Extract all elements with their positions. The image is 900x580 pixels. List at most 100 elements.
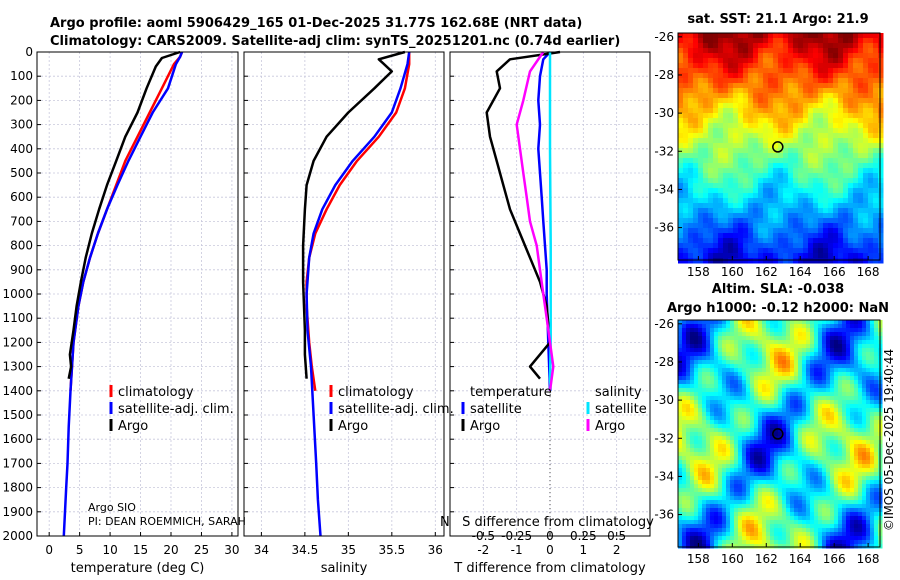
sla-map-cell	[850, 320, 855, 325]
sla-map-cell	[802, 324, 807, 329]
sla-map-cell	[826, 396, 831, 401]
sla-map-cell	[810, 532, 815, 537]
sla-map-cell	[758, 368, 763, 373]
sla-map-cell	[858, 484, 863, 489]
sst-map-cell	[748, 193, 754, 199]
sla-map-cell	[782, 452, 787, 457]
sst-map-cell	[858, 228, 864, 234]
depth-tick-label: 1600	[2, 432, 33, 446]
sla-map-cell	[826, 388, 831, 393]
sla-map-cell	[774, 508, 779, 513]
sst-map-cell	[768, 163, 774, 169]
sla-map-cell	[746, 472, 751, 477]
sla-map-cell	[754, 344, 759, 349]
sla-map-cell	[762, 476, 767, 481]
sla-map-cell	[694, 508, 699, 513]
sst-map-cell	[758, 38, 764, 44]
sst-map-cell	[718, 128, 724, 134]
sla-map-cell	[686, 484, 691, 489]
sla-map-cell	[686, 380, 691, 385]
sst-map-cell	[723, 128, 729, 134]
sst-map-cell	[773, 118, 779, 124]
sla-map-cell	[874, 468, 879, 473]
sst-map-cell	[783, 208, 789, 214]
sla-map-cell	[746, 368, 751, 373]
sla-map-cell	[734, 420, 739, 425]
sla-map-cell	[866, 352, 871, 357]
sst-map-cell	[718, 113, 724, 119]
sst-map-cell	[833, 48, 839, 54]
sla-map-cell	[838, 392, 843, 397]
sla-map-cell	[846, 452, 851, 457]
sst-map-cell	[823, 163, 829, 169]
sst-map-cell	[693, 188, 699, 194]
sst-map-cell	[868, 158, 874, 164]
sst-map-cell	[798, 88, 804, 94]
sla-map-cell	[686, 324, 691, 329]
sst-map-cell	[763, 218, 769, 224]
sst-map-cell	[738, 168, 744, 174]
sla-map-cell	[826, 444, 831, 449]
sst-map-cell	[858, 63, 864, 69]
sla-map-cell	[838, 368, 843, 373]
sst-map-cell	[763, 198, 769, 204]
sla-map-cell	[810, 484, 815, 489]
sst-map-cell	[838, 78, 844, 84]
sst-map-cell	[698, 103, 704, 109]
sla-map-cell	[786, 456, 791, 461]
sst-map-cell	[773, 33, 779, 39]
sst-map-cell	[708, 223, 714, 229]
sla-map-cell	[766, 364, 771, 369]
sla-map-cell	[834, 412, 839, 417]
sst-map-cell	[783, 43, 789, 49]
sla-map-cell	[858, 476, 863, 481]
sst-map-cell	[688, 193, 694, 199]
sla-map-cell	[854, 476, 859, 481]
sla-map-cell	[730, 492, 735, 497]
sla-map-cell	[806, 332, 811, 337]
sla-map-cell	[834, 440, 839, 445]
sla-map-cell	[746, 392, 751, 397]
sla-map-cell	[838, 428, 843, 433]
sst-map-cell	[803, 148, 809, 154]
sla-map-cell	[690, 488, 695, 493]
sla-map-cell	[770, 388, 775, 393]
sla-map-cell	[682, 356, 687, 361]
sla-map-cell	[750, 328, 755, 333]
sla-map-cell	[786, 500, 791, 505]
sla-map-cell	[722, 408, 727, 413]
sla-map-cell	[710, 444, 715, 449]
sst-map-cell	[788, 73, 794, 79]
sla-map-cell	[742, 460, 747, 465]
sst-map-cell	[723, 63, 729, 69]
sla-map-cell	[842, 388, 847, 393]
difference-xtick-label: -1	[511, 543, 523, 557]
sst-map-cell	[798, 243, 804, 249]
sst-map-cell	[678, 113, 684, 119]
sst-map-cell	[783, 143, 789, 149]
sla-map-cell	[854, 372, 859, 377]
sla-map-cell	[734, 328, 739, 333]
sla-map-cell	[774, 376, 779, 381]
sla-map-cell	[730, 412, 735, 417]
sla-map-cell	[678, 524, 683, 529]
sst-map-cell	[743, 123, 749, 129]
sla-map-cell	[770, 328, 775, 333]
sla-map-cell	[726, 524, 731, 529]
sla-map-cell	[850, 356, 855, 361]
sla-map-cell	[726, 488, 731, 493]
sla-map-cell	[774, 388, 779, 393]
sla-map-cell	[726, 332, 731, 337]
sst-map-cell	[743, 213, 749, 219]
sla-map-cell	[794, 456, 799, 461]
sla-map-cell	[830, 396, 835, 401]
sst-map-cell	[863, 158, 869, 164]
sla-map-cell	[830, 340, 835, 345]
sla-map-cell	[822, 428, 827, 433]
sla-map-cell	[858, 528, 863, 533]
sla-map-cell	[698, 416, 703, 421]
sla-map-cell	[682, 404, 687, 409]
depth-tick-label: 1800	[2, 481, 33, 495]
sla-map-cell	[702, 336, 707, 341]
sst-map-cell	[718, 163, 724, 169]
